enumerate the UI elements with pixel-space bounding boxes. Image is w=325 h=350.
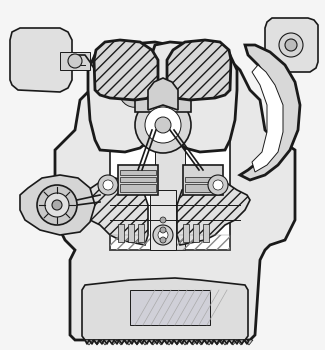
Polygon shape [75,178,148,245]
Circle shape [208,175,228,195]
Polygon shape [237,340,245,345]
Circle shape [285,39,297,51]
Bar [60,52,90,70]
Circle shape [160,227,166,233]
Circle shape [213,180,223,190]
Bar [175,235,230,250]
Polygon shape [10,28,72,92]
Polygon shape [141,340,149,345]
Polygon shape [85,340,93,345]
Bar [150,190,176,250]
Polygon shape [88,42,175,152]
Circle shape [98,175,118,195]
Bar [128,224,134,242]
Bar [118,224,124,242]
Bar [110,235,165,250]
Bar [135,94,191,112]
Polygon shape [94,40,158,100]
Polygon shape [173,340,181,345]
Polygon shape [252,65,283,172]
Polygon shape [149,340,157,345]
Bar [118,165,158,195]
Circle shape [45,193,69,217]
Bar [185,177,221,182]
Polygon shape [157,340,165,345]
Polygon shape [117,340,125,345]
Ellipse shape [121,58,139,72]
Bar [193,224,199,242]
Ellipse shape [121,93,139,107]
Polygon shape [205,340,213,345]
Polygon shape [177,178,250,245]
Polygon shape [109,340,117,345]
Bar [175,120,230,250]
Bar [130,290,210,325]
Polygon shape [133,340,141,345]
Polygon shape [150,42,237,152]
Polygon shape [101,340,109,345]
Polygon shape [213,340,221,345]
Polygon shape [55,65,295,340]
Polygon shape [240,45,300,180]
Polygon shape [167,40,231,100]
Polygon shape [245,340,253,345]
Polygon shape [229,340,237,345]
Ellipse shape [121,73,139,87]
Circle shape [158,230,168,240]
Polygon shape [189,340,197,345]
Polygon shape [165,340,173,345]
Bar [155,120,185,250]
Polygon shape [93,340,101,345]
Polygon shape [148,78,178,110]
Circle shape [52,200,62,210]
Polygon shape [125,340,133,345]
Circle shape [145,107,181,143]
Bar [120,177,156,182]
Bar [183,165,223,195]
Polygon shape [265,18,318,72]
Circle shape [160,237,166,243]
Bar [120,170,156,175]
Bar [185,184,221,192]
Bar [120,184,156,192]
Polygon shape [221,340,229,345]
Polygon shape [197,340,205,345]
Circle shape [68,54,82,68]
Circle shape [37,185,77,225]
Circle shape [155,117,171,133]
Bar [183,224,189,242]
Circle shape [135,97,191,153]
Circle shape [153,225,173,245]
Polygon shape [20,175,95,235]
Circle shape [160,217,166,223]
Circle shape [103,180,113,190]
Polygon shape [181,340,189,345]
Polygon shape [82,278,248,340]
Bar [110,120,165,250]
Circle shape [279,33,303,57]
Bar [138,224,144,242]
Bar [203,224,209,242]
